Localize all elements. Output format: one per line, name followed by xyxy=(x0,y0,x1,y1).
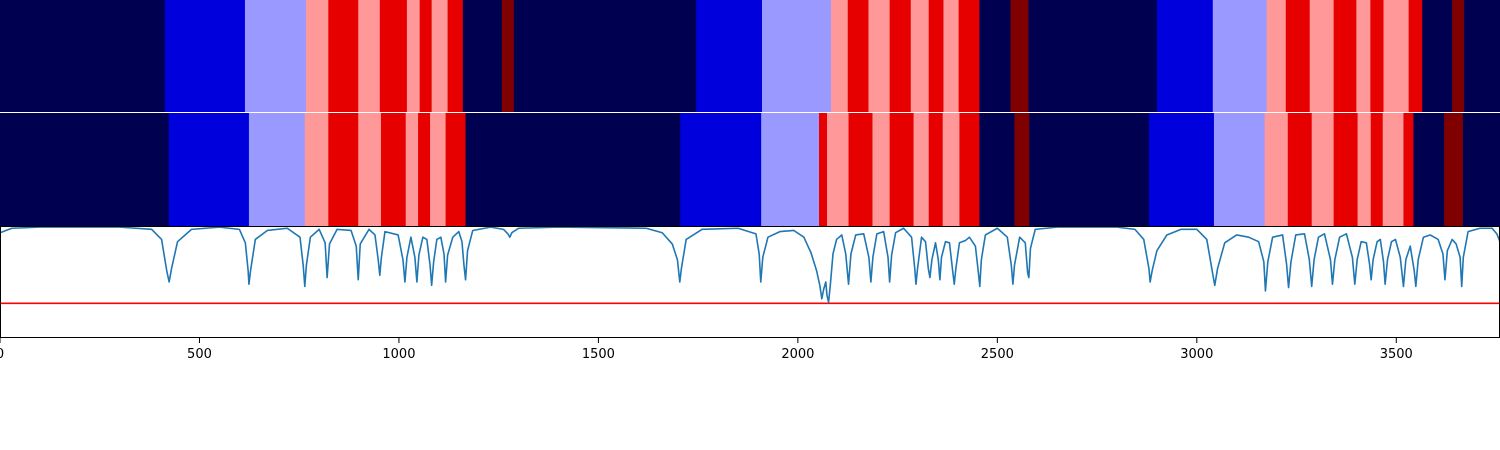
state-segment-0-16 xyxy=(830,0,849,112)
state-segment-0-28 xyxy=(1212,0,1268,112)
state-segment-0-23 xyxy=(958,0,980,112)
state-segment-0-3 xyxy=(305,0,329,112)
state-segment-0-7 xyxy=(406,0,421,112)
state-segment-1-38 xyxy=(1462,113,1500,226)
state-segment-0-11 xyxy=(462,0,503,112)
state-segment-0-0 xyxy=(0,0,166,112)
state-segment-0-27 xyxy=(1156,0,1214,112)
x-tick-label-3500: 3500 xyxy=(1380,347,1413,362)
state-segment-1-4 xyxy=(328,113,359,226)
state-segment-1-5 xyxy=(358,113,382,226)
state-segment-0-29 xyxy=(1266,0,1287,112)
state-segment-1-14 xyxy=(819,113,828,226)
state-segment-1-18 xyxy=(889,113,915,226)
state-segment-0-38 xyxy=(1452,0,1465,112)
x-axis: 0 500 1000 1500 2000 2500 3000 3500 xyxy=(0,338,1413,362)
state-segment-0-6 xyxy=(379,0,408,112)
state-segment-1-36 xyxy=(1413,113,1445,226)
state-segment-1-32 xyxy=(1357,113,1372,226)
state-segment-0-39 xyxy=(1464,0,1500,112)
state-segment-0-18 xyxy=(868,0,891,112)
state-segment-1-16 xyxy=(848,113,874,226)
state-segment-0-13 xyxy=(513,0,697,112)
state-segment-1-34 xyxy=(1382,113,1405,226)
state-segment-0-24 xyxy=(979,0,1012,112)
state-segment-1-20 xyxy=(928,113,944,226)
signal-panel xyxy=(0,226,1500,338)
state-segment-0-35 xyxy=(1383,0,1410,112)
state-segment-1-37 xyxy=(1444,113,1464,226)
state-segment-0-20 xyxy=(910,0,930,112)
state-segment-0-2 xyxy=(244,0,307,112)
state-segment-1-13 xyxy=(761,113,820,226)
state-segment-0-8 xyxy=(419,0,433,112)
state-segment-0-34 xyxy=(1370,0,1385,112)
state-segment-0-25 xyxy=(1010,0,1030,112)
state-segment-0-14 xyxy=(696,0,763,112)
state-segment-1-17 xyxy=(872,113,891,226)
x-tick-label-0: 0 xyxy=(0,347,4,362)
x-tick-label-3000: 3000 xyxy=(1180,347,1213,362)
state-segment-1-29 xyxy=(1287,113,1313,226)
state-segment-1-21 xyxy=(942,113,961,226)
state-segment-1-0 xyxy=(0,113,170,226)
x-tick-label-1000: 1000 xyxy=(382,347,415,362)
state-segment-1-31 xyxy=(1333,113,1359,226)
state-segment-1-27 xyxy=(1213,113,1266,226)
state-segment-0-19 xyxy=(889,0,912,112)
state-segment-0-32 xyxy=(1333,0,1357,112)
state-segment-0-21 xyxy=(928,0,945,112)
state-segment-1-28 xyxy=(1264,113,1289,226)
state-segment-1-8 xyxy=(418,113,431,226)
state-segment-1-23 xyxy=(979,113,1016,226)
state-segment-0-9 xyxy=(431,0,449,112)
state-segment-1-1 xyxy=(168,113,250,226)
state-segment-1-19 xyxy=(913,113,930,226)
state-segment-0-30 xyxy=(1285,0,1311,112)
state-segment-0-15 xyxy=(761,0,832,112)
state-segment-1-10 xyxy=(445,113,467,226)
signal-line xyxy=(0,226,1500,303)
state-segment-1-33 xyxy=(1370,113,1384,226)
state-segment-1-15 xyxy=(826,113,850,226)
state-segment-1-12 xyxy=(680,113,762,226)
state-segment-0-4 xyxy=(328,0,359,112)
state-segment-0-26 xyxy=(1028,0,1158,112)
state-segment-1-35 xyxy=(1403,113,1415,226)
state-segment-1-6 xyxy=(380,113,407,226)
state-segment-0-33 xyxy=(1356,0,1371,112)
x-tick-label-2500: 2500 xyxy=(981,347,1014,362)
state-segment-1-7 xyxy=(405,113,419,226)
state-segment-1-2 xyxy=(248,113,306,226)
state-segment-1-11 xyxy=(465,113,681,226)
signal-panel-background xyxy=(0,226,1500,338)
state-segment-0-10 xyxy=(447,0,464,112)
x-tick-label-1500: 1500 xyxy=(582,347,615,362)
state-segment-1-24 xyxy=(1014,113,1030,226)
state-segment-0-5 xyxy=(358,0,381,112)
state-segment-0-1 xyxy=(164,0,246,112)
state-segment-1-25 xyxy=(1029,113,1150,226)
state-segment-0-37 xyxy=(1422,0,1453,112)
state-segment-0-31 xyxy=(1309,0,1335,112)
state-row-top xyxy=(0,0,1500,112)
state-segment-0-36 xyxy=(1408,0,1423,112)
state-segment-1-30 xyxy=(1311,113,1335,226)
x-tick-label-2000: 2000 xyxy=(781,347,814,362)
state-row-bottom xyxy=(0,113,1500,226)
state-segment-0-12 xyxy=(501,0,515,112)
state-segment-1-3 xyxy=(304,113,329,226)
state-segment-1-26 xyxy=(1148,113,1215,226)
state-segment-1-9 xyxy=(430,113,447,226)
state-segment-0-17 xyxy=(847,0,870,112)
state-segment-1-22 xyxy=(959,113,980,226)
x-tick-label-500: 500 xyxy=(187,347,212,362)
state-segment-0-22 xyxy=(943,0,960,112)
